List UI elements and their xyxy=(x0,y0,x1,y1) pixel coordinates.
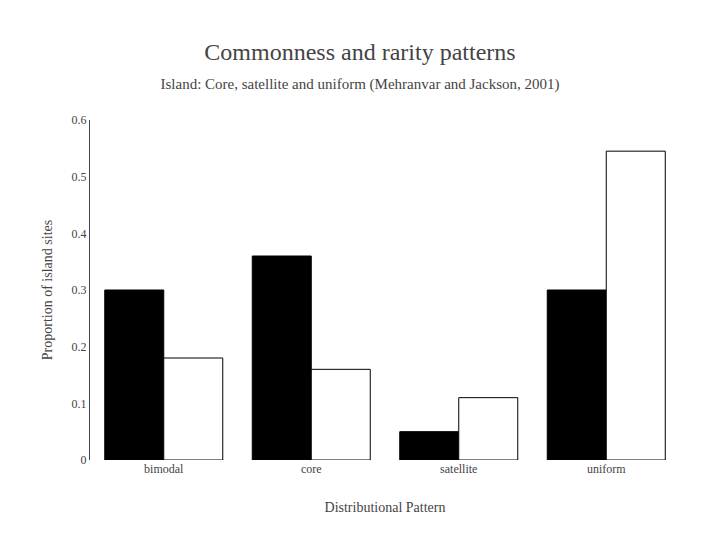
svg-text:uniform: uniform xyxy=(587,462,626,476)
svg-text:Distributional Pattern: Distributional Pattern xyxy=(325,500,446,515)
svg-text:bimodal: bimodal xyxy=(144,462,184,476)
svg-text:0.3: 0.3 xyxy=(72,283,87,297)
svg-text:core: core xyxy=(301,462,322,476)
svg-text:0.1: 0.1 xyxy=(72,397,87,411)
svg-text:Commonness and rarity patterns: Commonness and rarity patterns xyxy=(204,39,515,65)
svg-text:satellite: satellite xyxy=(440,462,477,476)
svg-text:0.5: 0.5 xyxy=(72,170,87,184)
svg-text:0.6: 0.6 xyxy=(72,113,87,127)
svg-text:0: 0 xyxy=(81,453,87,467)
svg-text:Island: Core, satellite and un: Island: Core, satellite and uniform (Meh… xyxy=(160,76,559,93)
svg-text:0.4: 0.4 xyxy=(72,227,87,241)
svg-text:0.2: 0.2 xyxy=(72,340,87,354)
svg-text:Proportion of island sites: Proportion of island sites xyxy=(40,220,55,360)
